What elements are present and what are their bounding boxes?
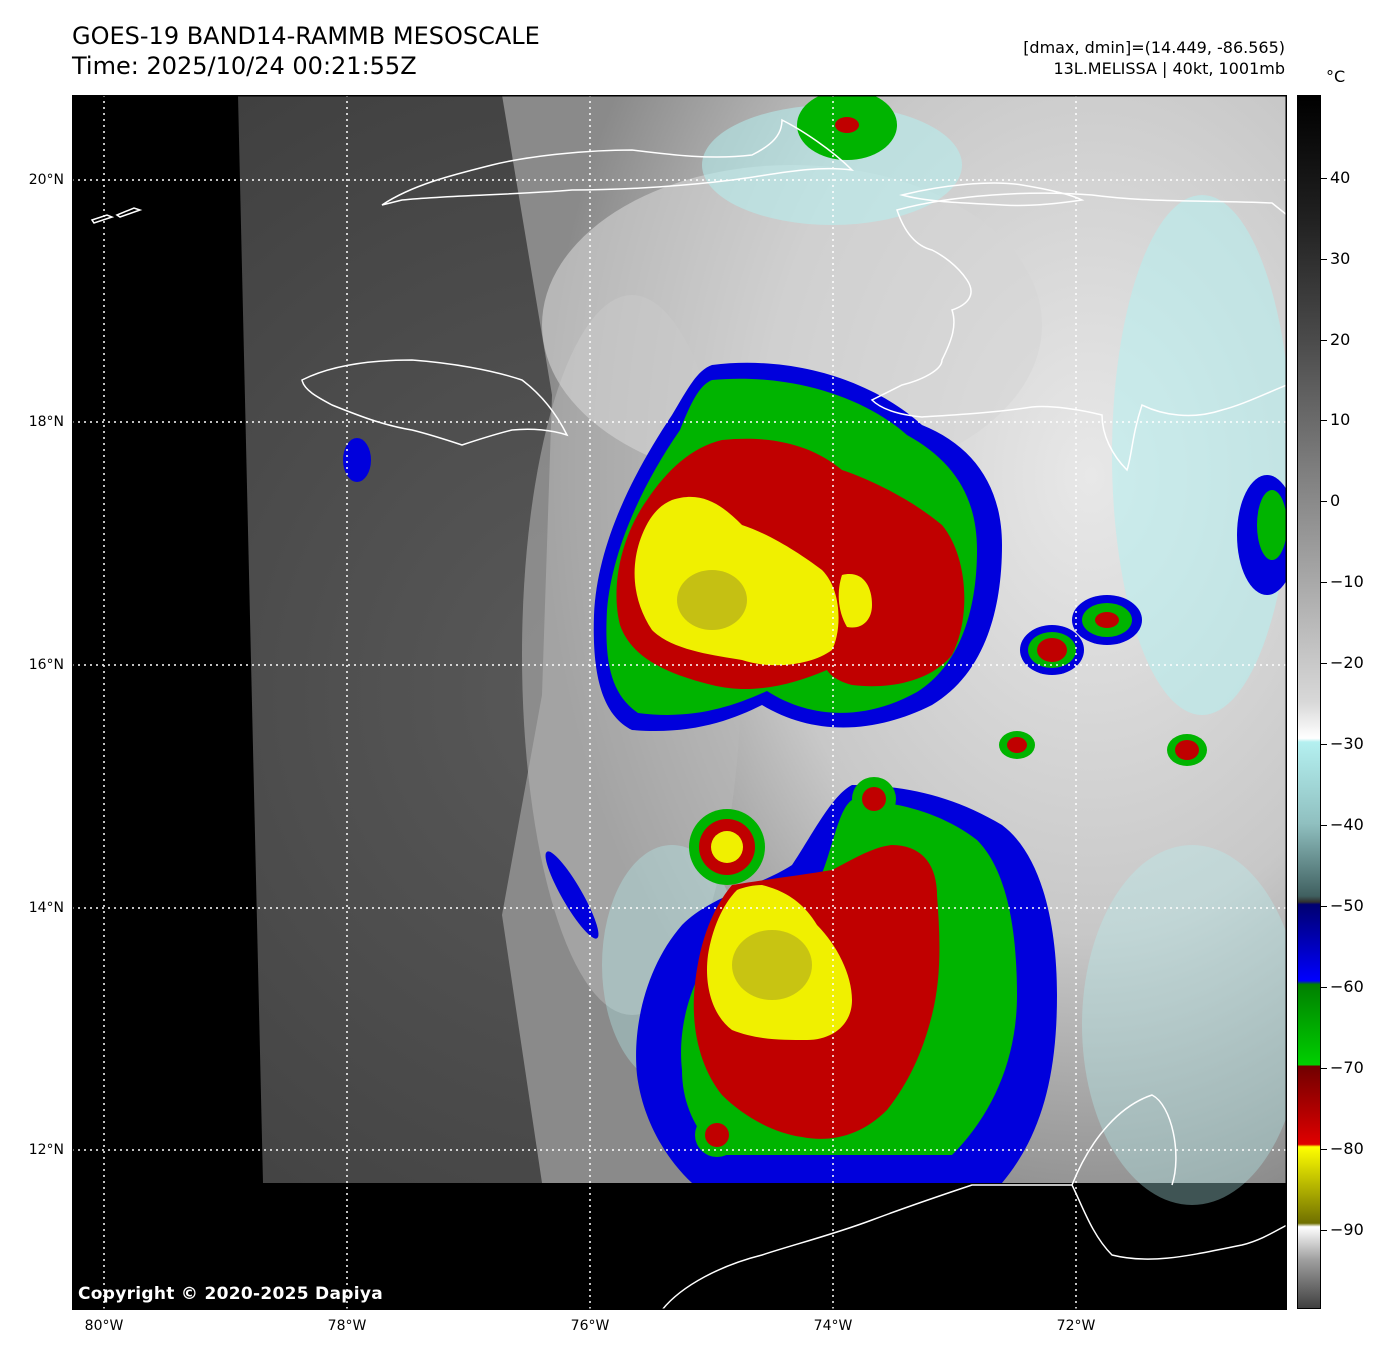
colorbar-tick	[1321, 825, 1327, 826]
cyan-cloud-patch	[1082, 845, 1287, 1205]
satellite-image	[72, 95, 1287, 1310]
small-convective-cells	[343, 95, 1287, 939]
colorbar-label: −60	[1330, 977, 1364, 996]
map-title: GOES-19 BAND14-RAMMB MESOSCALE	[72, 22, 540, 50]
lon-label: 74°W	[813, 1318, 853, 1334]
colorbar-tick	[1321, 987, 1327, 988]
lon-label: 80°W	[84, 1318, 124, 1334]
graticule	[72, 95, 1287, 1310]
colorbar-tick	[1321, 906, 1327, 907]
colorbar-label: −10	[1330, 572, 1364, 591]
colorbar-label: −80	[1330, 1139, 1364, 1158]
lat-label: 18°N	[28, 414, 64, 430]
colorbar-tick	[1321, 1230, 1327, 1231]
colorbar-label: 30	[1330, 249, 1351, 268]
colorbar-label: 0	[1330, 491, 1341, 510]
map-time: Time: 2025/10/24 00:21:55Z	[72, 52, 417, 80]
coastlines	[90, 118, 1287, 1310]
colorbar-label: 40	[1330, 168, 1351, 187]
colorbar	[1297, 95, 1321, 1309]
map-frame	[72, 95, 1287, 1310]
lat-label: 16°N	[28, 657, 64, 673]
storm-info: 13L.MELISSA | 40kt, 1001mb	[1053, 59, 1285, 78]
colorbar-tick	[1321, 420, 1327, 421]
colorbar-tick	[1321, 1149, 1327, 1150]
colorbar-label: 20	[1330, 330, 1351, 349]
colorbar-label: −70	[1330, 1058, 1364, 1077]
lon-label: 78°W	[327, 1318, 367, 1334]
colorbar-label: 10	[1330, 410, 1351, 429]
colorbar-tick	[1321, 663, 1327, 664]
colorbar-label: −40	[1330, 815, 1364, 834]
colorbar-label: −30	[1330, 734, 1364, 753]
lat-label: 12°N	[28, 1142, 64, 1158]
colorbar-tick	[1321, 340, 1327, 341]
colorbar-label: −90	[1330, 1220, 1364, 1239]
colorbar-tick	[1321, 582, 1327, 583]
colorbar-tick	[1321, 744, 1327, 745]
colorbar-unit: °C	[1326, 67, 1346, 86]
lat-label: 14°N	[28, 900, 64, 916]
colorbar-tick	[1321, 178, 1327, 179]
colorbar-tick	[1321, 1068, 1327, 1069]
colorbar-label: −50	[1330, 896, 1364, 915]
cyan-cloud-patch	[1112, 195, 1287, 715]
lon-label: 72°W	[1056, 1318, 1096, 1334]
colorbar-tick	[1321, 501, 1327, 502]
copyright-notice: Copyright © 2020-2025 Dapiya	[78, 1284, 383, 1304]
lon-label: 76°W	[570, 1318, 610, 1334]
colorbar-label: −20	[1330, 653, 1364, 672]
dmax-dmin-readout: [dmax, dmin]=(14.449, -86.565)	[1023, 38, 1285, 57]
northern-convection	[593, 362, 1002, 731]
colorbar-tick	[1321, 259, 1327, 260]
cyan-cloud-patch	[702, 105, 962, 225]
cloud-streak	[542, 165, 1042, 485]
southern-convection	[636, 777, 1057, 1183]
lat-label: 20°N	[28, 172, 64, 188]
